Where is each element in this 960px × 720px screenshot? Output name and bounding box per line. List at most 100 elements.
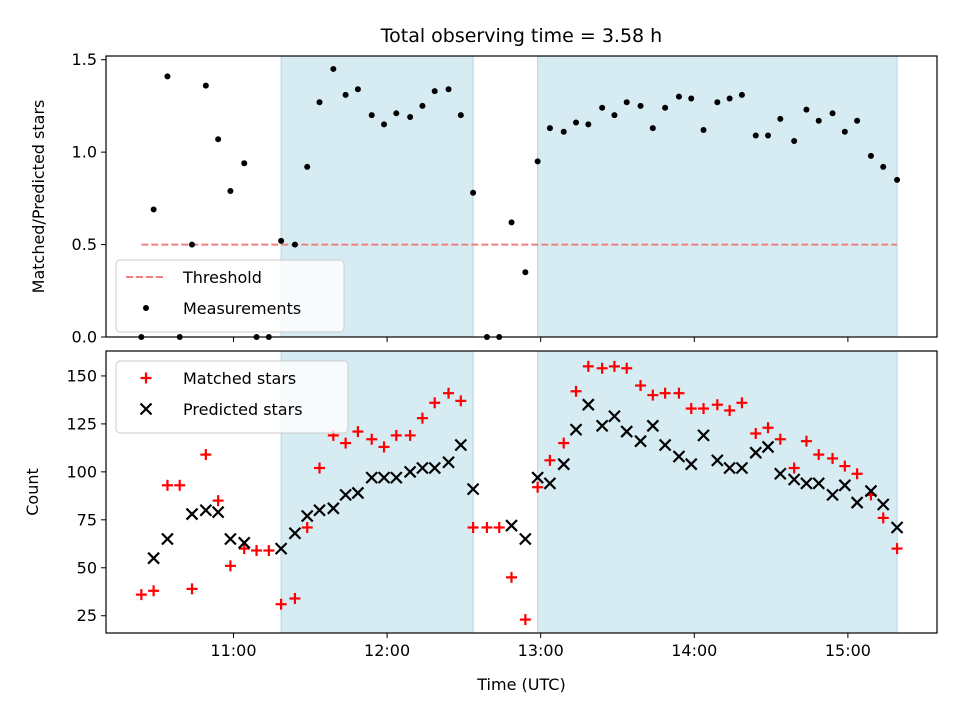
data-point bbox=[894, 176, 901, 183]
cross-b bbox=[582, 398, 595, 411]
data-point bbox=[634, 434, 647, 448]
cross-b bbox=[224, 532, 237, 546]
observing-window-band bbox=[537, 55, 898, 338]
data-point bbox=[582, 360, 594, 372]
legend-box bbox=[115, 259, 345, 333]
data-point bbox=[800, 435, 812, 447]
data-point bbox=[443, 387, 455, 399]
y-tick-label: 50 bbox=[77, 558, 97, 577]
legend-swatch bbox=[140, 372, 152, 384]
data-point bbox=[788, 462, 800, 474]
data-point bbox=[407, 114, 414, 121]
cross-b bbox=[608, 409, 621, 423]
data-point bbox=[291, 241, 298, 248]
data-point bbox=[227, 187, 234, 194]
cross-b bbox=[327, 502, 340, 515]
data-point bbox=[854, 117, 861, 124]
data-point bbox=[316, 99, 323, 106]
plot-marks bbox=[138, 65, 901, 340]
data-point bbox=[365, 471, 379, 484]
observing-windows bbox=[280, 350, 898, 634]
predicted-stars-series bbox=[147, 398, 904, 565]
data-point bbox=[569, 423, 583, 436]
data-point bbox=[330, 65, 337, 72]
data-point bbox=[726, 95, 733, 102]
data-point bbox=[891, 543, 903, 555]
cross-b bbox=[620, 425, 633, 438]
cross-b bbox=[761, 440, 775, 454]
data-point bbox=[532, 481, 544, 493]
data-point bbox=[877, 512, 889, 524]
cross-b bbox=[658, 438, 672, 452]
data-point bbox=[659, 387, 671, 399]
data-point bbox=[237, 536, 251, 550]
top-panel: 0.0 0.5 1.0 1.5 Total observing time = 3.58… bbox=[29, 25, 938, 347]
legend-label: Measurements bbox=[183, 299, 301, 318]
legend-swatch bbox=[143, 305, 149, 311]
data-point bbox=[777, 115, 784, 122]
cross-b bbox=[838, 479, 852, 492]
data-point bbox=[519, 614, 531, 626]
cross-b bbox=[569, 423, 583, 436]
data-point bbox=[543, 477, 557, 490]
data-point bbox=[662, 104, 669, 111]
data-point bbox=[714, 99, 721, 106]
cross-b bbox=[519, 532, 532, 546]
data-point bbox=[275, 598, 287, 610]
x-axis-label: Time (UTC) bbox=[476, 675, 565, 694]
x-tick-label: 11:00 bbox=[210, 641, 256, 660]
data-point bbox=[390, 471, 403, 484]
cross-b bbox=[390, 471, 403, 484]
data-point bbox=[300, 509, 314, 523]
data-point bbox=[675, 93, 682, 100]
data-point bbox=[404, 429, 416, 441]
cross-b bbox=[543, 477, 557, 490]
data-point bbox=[684, 457, 698, 471]
data-point bbox=[635, 380, 647, 392]
data-point bbox=[416, 461, 429, 475]
cross-b bbox=[557, 457, 571, 471]
x-tick-label: 13:00 bbox=[518, 641, 564, 660]
data-point bbox=[596, 362, 608, 374]
y-axis-label: Count bbox=[23, 468, 42, 516]
data-point bbox=[573, 119, 580, 126]
data-point bbox=[522, 269, 529, 276]
data-point bbox=[457, 112, 464, 119]
cross-b bbox=[377, 471, 391, 484]
data-point bbox=[340, 437, 352, 449]
cross-b bbox=[646, 419, 660, 433]
data-point bbox=[688, 95, 695, 102]
data-point bbox=[815, 117, 822, 124]
cross-b bbox=[890, 521, 904, 534]
cross-b bbox=[876, 498, 890, 511]
y-tick-label: 1.5 bbox=[72, 50, 97, 69]
data-point bbox=[774, 467, 787, 481]
cross-b bbox=[428, 461, 441, 475]
data-point bbox=[215, 136, 222, 143]
cross-b bbox=[634, 434, 647, 448]
data-point bbox=[429, 397, 441, 409]
x-tick-label: 12:00 bbox=[364, 641, 410, 660]
data-point bbox=[442, 455, 455, 469]
legend-label: Matched stars bbox=[183, 369, 296, 388]
data-point bbox=[366, 433, 378, 445]
data-point bbox=[416, 412, 428, 424]
cross-b bbox=[161, 532, 174, 546]
legend: Matched stars Predicted stars bbox=[115, 360, 349, 434]
data-point bbox=[673, 387, 685, 399]
data-point bbox=[393, 110, 400, 117]
x-ticks: 11:00 12:00 13:00 14:00 15:00 bbox=[210, 633, 871, 660]
legend-box bbox=[115, 360, 349, 434]
cross-b bbox=[365, 471, 379, 484]
data-point bbox=[274, 542, 288, 555]
data-point bbox=[301, 521, 313, 533]
cross-b bbox=[505, 519, 518, 532]
data-point bbox=[826, 488, 839, 502]
data-point bbox=[161, 532, 174, 546]
y-tick-label: 75 bbox=[77, 510, 97, 529]
legend-label: Threshold bbox=[182, 268, 262, 287]
data-point bbox=[251, 545, 263, 557]
data-point bbox=[288, 526, 302, 540]
data-point bbox=[148, 585, 160, 597]
cross-b bbox=[199, 503, 213, 517]
